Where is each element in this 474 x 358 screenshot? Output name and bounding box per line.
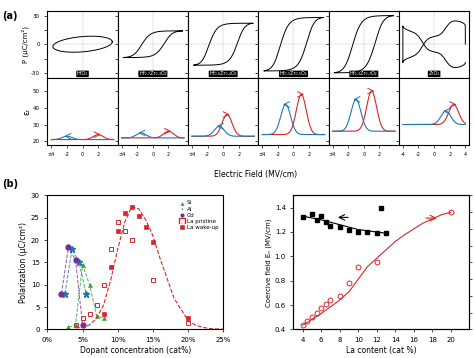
Text: Hf₀.₆Zr₀.₄O₂: Hf₀.₆Zr₀.₄O₂ <box>210 71 237 76</box>
Y-axis label: εᵣ: εᵣ <box>22 108 31 115</box>
Text: (a): (a) <box>2 11 18 21</box>
Text: Electric Field (MV/cm): Electric Field (MV/cm) <box>214 170 298 179</box>
Text: Hf₀.₇Zr₀.₃O₂: Hf₀.₇Zr₀.₃O₂ <box>139 71 167 76</box>
X-axis label: La content (cat %): La content (cat %) <box>346 346 417 355</box>
Text: Hf₀.₅Zr₀.₅O₂: Hf₀.₅Zr₀.₅O₂ <box>280 71 307 76</box>
Y-axis label: Polarization (μC/cm²): Polarization (μC/cm²) <box>19 222 28 303</box>
Text: HfO₂: HfO₂ <box>77 71 88 76</box>
Y-axis label: P (μC/cm²): P (μC/cm²) <box>22 26 29 63</box>
Legend: Si, Al, Gd, La pristine, La wake-up: Si, Al, Gd, La pristine, La wake-up <box>177 198 220 232</box>
Y-axis label: Coercive field Eₙ (MV/cm): Coercive field Eₙ (MV/cm) <box>265 218 272 307</box>
X-axis label: Dopant concentration (cat%): Dopant concentration (cat%) <box>80 346 191 355</box>
Text: Hf₀.₃Zr₀.₇O₂: Hf₀.₃Zr₀.₇O₂ <box>350 71 378 76</box>
Text: ZrO₂: ZrO₂ <box>428 71 440 76</box>
Text: (b): (b) <box>2 179 18 189</box>
